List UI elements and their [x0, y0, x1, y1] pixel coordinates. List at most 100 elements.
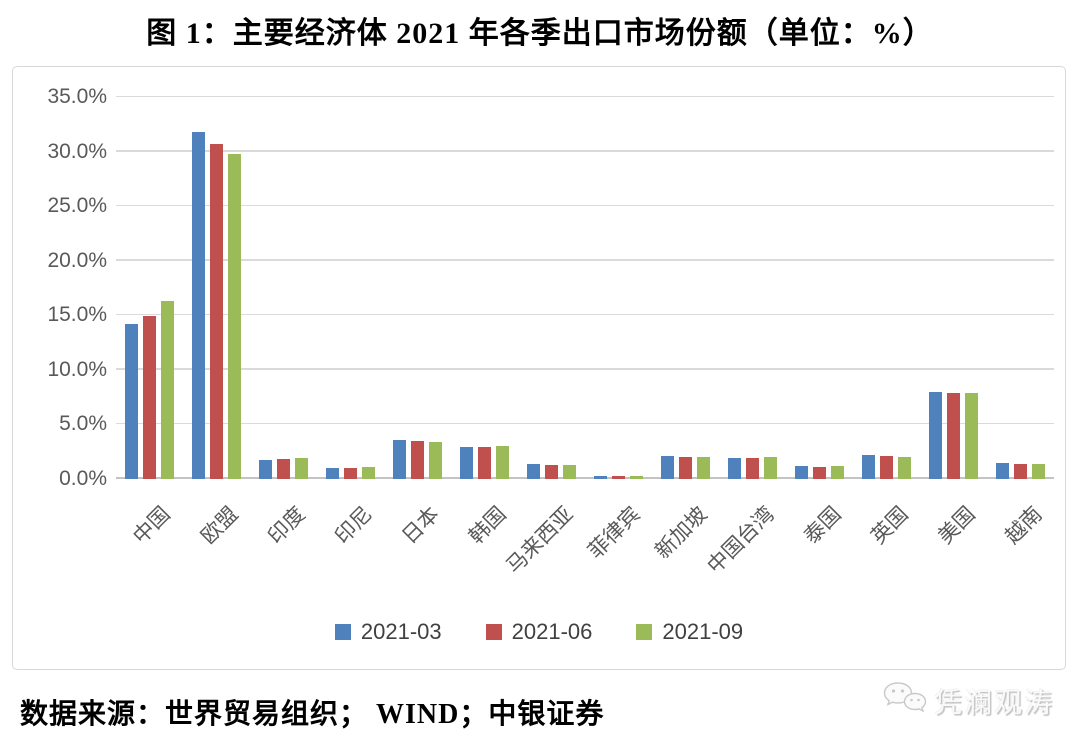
legend-swatch [636, 624, 653, 640]
bar-2021-06 [880, 456, 893, 479]
bar-2021-09 [496, 446, 509, 479]
bar-2021-09 [295, 458, 308, 479]
gridline [116, 368, 1054, 370]
bar-group-13 [920, 97, 987, 479]
x-axis-label: 菲律宾 [583, 502, 645, 564]
bar-2021-03 [393, 439, 406, 479]
bar-2021-06 [478, 447, 491, 479]
bar-group-2 [183, 97, 250, 479]
bar-group-9 [652, 97, 719, 479]
y-axis: 0.0% 5.0% 10.0% 15.0% 20.0% 25.0% 30.0% 35.0% [21, 85, 107, 490]
bar-2021-09 [697, 457, 710, 479]
x-axis-label: 美国 [933, 502, 980, 549]
bar-2021-06 [143, 316, 156, 479]
bar-group-12 [853, 97, 920, 479]
bar-2021-03 [125, 324, 138, 479]
x-axis-label: 中国 [129, 502, 176, 549]
x-axis-label: 泰国 [799, 502, 846, 549]
gridline [116, 259, 1054, 261]
bar-group-3 [250, 97, 317, 479]
y-tick-label: 5.0% [59, 412, 107, 436]
bar-2021-06 [947, 392, 960, 479]
bar-2021-03 [326, 468, 339, 479]
bar-2021-03 [460, 447, 473, 479]
bar-2021-03 [259, 460, 272, 479]
legend-item-2021-09: 2021-09 [636, 619, 743, 645]
chart-frame: 0.0% 5.0% 10.0% 15.0% 20.0% 25.0% 30.0% 35.0% 中… [12, 66, 1066, 670]
source-note: 数据来源：世界贸易组织； WIND；中银证券 [20, 699, 605, 730]
legend-label: 2021-09 [662, 619, 744, 644]
bar-2021-09 [898, 457, 911, 479]
bar-2021-06 [545, 464, 558, 479]
bar-group-10 [719, 97, 786, 479]
bar-2021-09 [1032, 463, 1045, 479]
bar-2021-06 [813, 467, 826, 479]
y-tick-label: 15.0% [47, 303, 107, 327]
wechat-icon [882, 680, 928, 721]
legend-item-2021-03: 2021-03 [334, 619, 442, 645]
bar-2021-03 [661, 456, 674, 479]
x-axis-label: 中国台湾 [702, 502, 779, 579]
y-tick-label: 25.0% [47, 194, 107, 218]
bar-2021-03 [795, 465, 808, 479]
bar-group-7 [518, 97, 585, 479]
legend-item-2021-06: 2021-06 [485, 619, 593, 645]
y-tick-label: 0.0% [59, 467, 107, 490]
legend-swatch [485, 624, 502, 640]
y-tick-label: 20.0% [47, 248, 107, 272]
bar-2021-03 [527, 463, 540, 479]
gridline [116, 313, 1054, 316]
bar-2021-06 [746, 458, 759, 479]
bar-2021-03 [728, 458, 741, 479]
y-tick-label: 35.0% [47, 85, 107, 108]
page-title: 图 1：主要经济体 2021 年各季出口市场份额（单位：%） [146, 17, 934, 50]
x-axis-label: 越南 [1000, 502, 1047, 549]
bar-2021-06 [277, 459, 290, 479]
y-tick-label: 10.0% [47, 357, 107, 381]
bar-2021-03 [862, 455, 875, 479]
bar-2021-09 [764, 457, 777, 479]
legend-label: 2021-06 [511, 619, 593, 644]
y-tick-label: 30.0% [47, 139, 107, 163]
bar-2021-03 [996, 462, 1009, 479]
x-axis-labels: 中国 欧盟 印度 印尼 日本 韩国 马来西亚 菲律宾 新加坡 中国台湾 泰国 英国 美国 越南 [116, 487, 1054, 617]
bar-2021-09 [161, 301, 174, 479]
bar-2021-06 [210, 143, 223, 479]
bar-group-4 [317, 97, 384, 479]
bar-2021-03 [929, 391, 942, 479]
legend-swatch [334, 624, 351, 640]
watermark: 凭澜观涛 [882, 680, 1054, 721]
x-axis-label: 日本 [397, 502, 444, 549]
legend-label: 2021-03 [360, 619, 442, 644]
bar-2021-06 [612, 476, 625, 479]
watermark-text: 凭澜观涛 [933, 686, 1054, 718]
gridline [116, 95, 1054, 97]
gridline [116, 422, 1054, 425]
bar-2021-06 [411, 440, 424, 479]
plot-area [116, 95, 1054, 479]
bar-2021-06 [344, 468, 357, 479]
bar-group-1 [116, 97, 183, 479]
bar-2021-06 [1014, 463, 1027, 479]
x-axis-label: 英国 [866, 502, 913, 549]
bar-2021-09 [362, 467, 375, 479]
bar-2021-09 [563, 464, 576, 479]
x-axis-label: 印尼 [330, 502, 377, 549]
bar-group-11 [786, 97, 853, 479]
bar-2021-03 [192, 131, 205, 479]
bars-layer [116, 97, 1054, 479]
gridline [116, 204, 1054, 207]
x-axis-baseline [116, 477, 1054, 479]
x-axis-label: 印度 [263, 502, 310, 549]
bar-2021-03 [594, 475, 607, 479]
x-axis-label: 马来西亚 [501, 502, 578, 579]
bar-2021-09 [228, 153, 241, 479]
x-axis-label: 欧盟 [196, 502, 243, 549]
gridline [116, 150, 1054, 152]
legend: 2021-03 2021-06 2021-09 [13, 619, 1065, 645]
bar-2021-09 [831, 465, 844, 479]
bar-group-8 [585, 97, 652, 479]
bar-2021-09 [630, 475, 643, 479]
bar-group-14 [987, 97, 1054, 479]
bar-group-5 [384, 97, 451, 479]
